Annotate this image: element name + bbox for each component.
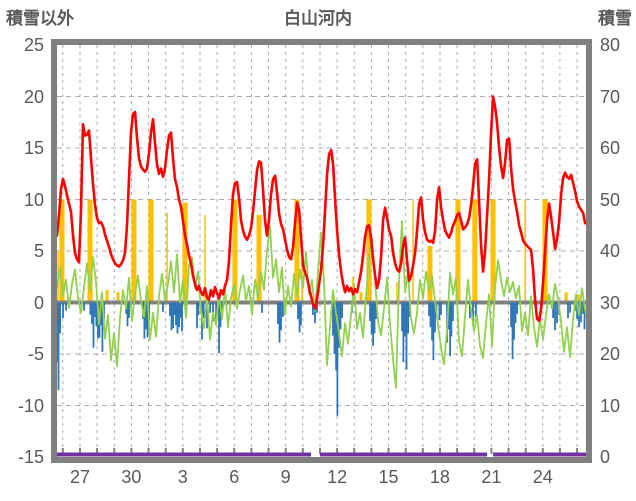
right-axis-tick-label: 40 (600, 241, 621, 261)
left-axis-tick-label: 0 (33, 292, 44, 313)
x-axis-tick-label: 12 (327, 467, 348, 487)
chart-canvas (57, 45, 586, 457)
x-axis-tick-label: 9 (280, 467, 291, 487)
x-axis-tick-label: 24 (532, 467, 553, 487)
plot-area (51, 39, 592, 463)
right-axis-title: 積雪 (598, 9, 632, 28)
x-axis-tick-label: 6 (229, 467, 240, 487)
right-axis-tick-label: 20 (600, 344, 621, 364)
x-axis-tick-label: 30 (121, 467, 142, 487)
left-axis-tick-label: 10 (23, 189, 44, 210)
left-axis-title: 積雪以外 (6, 9, 74, 28)
left-axis-tick-label: -15 (17, 447, 44, 467)
right-axis-tick-label: 0 (600, 447, 611, 467)
x-axis-tick-label: 21 (481, 467, 502, 487)
left-axis-tick-label: -10 (17, 395, 44, 416)
left-axis-tick-label: 5 (33, 241, 44, 261)
x-axis-tick-label: 18 (429, 467, 450, 487)
left-axis-tick-label: 15 (23, 138, 44, 158)
right-axis-tick-label: 30 (600, 292, 621, 313)
right-axis-tick-label: 80 (600, 35, 621, 55)
x-axis-tick-label: 27 (69, 467, 90, 487)
right-axis-tick-label: 50 (600, 189, 621, 210)
x-axis-tick-label: 3 (177, 467, 188, 487)
left-axis-tick-label: 20 (23, 86, 44, 107)
left-axis-tick-label: -5 (27, 344, 44, 364)
right-axis-tick-label: 10 (600, 395, 621, 416)
x-axis-tick-label: 15 (378, 467, 399, 487)
right-axis-tick-label: 60 (600, 138, 621, 158)
right-axis-tick-label: 70 (600, 86, 621, 107)
left-axis-tick-label: 25 (23, 35, 44, 55)
chart-title: 白山河内 (284, 9, 352, 28)
